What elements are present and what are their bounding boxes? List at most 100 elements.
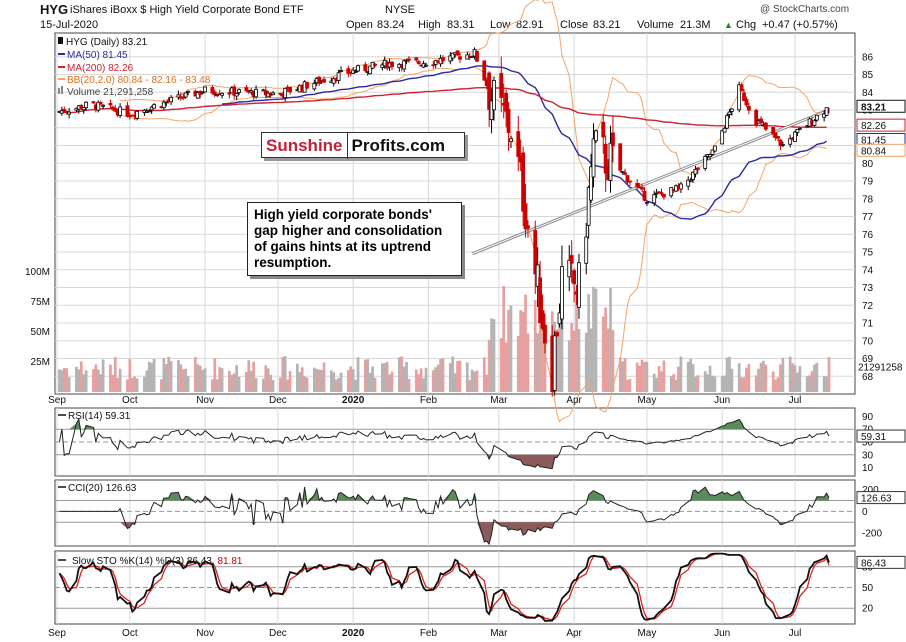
copyright: @ StockCharts.com [760,4,849,15]
candle-body [652,194,657,204]
volume-bar [757,368,760,392]
volume-bar [160,379,163,392]
volume-bar [237,376,241,392]
volume-bar [689,358,692,392]
volume-bar [533,299,537,392]
volume-bar [167,356,171,392]
volume-bar [186,375,190,392]
volume-bar [169,361,173,392]
volume-bar [320,369,323,392]
volume-bar [366,359,370,392]
candle-body [577,262,581,308]
volume-bar [332,372,336,392]
candle-body [776,136,780,139]
volume-bar [774,379,777,392]
volume-bar [371,366,374,392]
volume-bar [696,375,700,392]
volume-last-label: 21291258 [858,362,903,373]
volume-bar [798,366,802,392]
candle-body [727,111,732,115]
volume-bar [555,331,559,392]
candle-body [232,86,237,96]
volume-bar [254,377,258,392]
volume-bar [645,361,649,392]
candle-body [487,72,492,110]
volume-bar [499,338,503,392]
price-tick-label: 76 [862,230,874,241]
candle-body [322,79,326,83]
chg-value: +0.47 (+0.57%) [762,19,838,31]
candle-body [336,72,341,81]
volume-bar [781,357,785,392]
candle-body [654,192,659,195]
legend-ma50: MA(50) 81.45 [67,50,128,61]
candle-body [317,76,322,84]
volume-bar [805,376,809,392]
candle-body [135,110,140,119]
x-tick-label-bottom: Jun [714,628,730,639]
volume-bar [558,315,561,392]
candle-body [431,64,436,67]
candle-body [164,101,169,104]
volume-bar [524,294,527,392]
candle-body [824,107,829,116]
cci-tick: 0 [862,507,868,518]
price-tick-label: 69 [862,354,874,365]
volume-bar [424,367,428,392]
volume-bar [504,342,508,392]
volume-bar [640,359,644,392]
volume-bar [177,360,180,392]
candle-body [688,179,693,182]
candle-body [84,101,89,109]
volume-bar [373,377,377,392]
rsi-value-box [856,429,906,443]
volume-bar [655,377,658,392]
watermark-part1: Sunshine [262,133,348,159]
volume-tick-label: 25M [31,357,50,368]
volume-bar [706,374,709,392]
candle-body [645,201,649,204]
volume-bar [390,371,394,392]
candle-body [186,90,190,93]
volume-bar [740,377,743,392]
volume-bar [543,327,547,392]
price-tick-label: 71 [862,319,874,330]
volume-bar [448,363,452,392]
high-label: High [418,19,441,31]
candle-body [441,57,445,61]
volume-bar [143,376,146,392]
candle-body [674,185,678,192]
candle-body [424,64,428,67]
x-tick-label: May [637,395,656,406]
volume-bar [502,285,506,392]
volume-bar [109,364,112,392]
candle-body [305,82,309,89]
candle-body [404,59,409,62]
volume-bar [405,361,408,392]
open-value: 83.24 [377,19,405,31]
volume-bar [99,374,103,392]
volume-bar [252,361,255,392]
volume-bar [82,374,86,392]
rsi-tick: 10 [862,463,874,474]
axis-labels: Sep Sep Oct Oct Nov Nov Dec Dec 2020 2020 Feb Feb Ma… [25,52,906,639]
volume-bar [419,368,423,392]
candle-body [278,92,283,95]
x-tick-label-bottom: Dec [269,628,287,639]
volume-bar [626,379,629,392]
volume-bar [815,362,819,392]
candle-body [108,102,113,106]
candle-body [62,109,67,113]
volume-bar [490,318,493,392]
volume-bar [346,370,350,392]
volume-bar [96,369,100,392]
volume-bar [264,365,268,392]
candle-body [691,171,695,180]
candle-body [703,155,708,169]
x-tick-label: Mar [490,395,508,406]
candle-body [642,190,647,201]
price-value-box [856,99,906,113]
volume-bar [77,369,81,392]
price-value-label: 82.26 [861,121,886,132]
volume-bar [519,310,523,392]
